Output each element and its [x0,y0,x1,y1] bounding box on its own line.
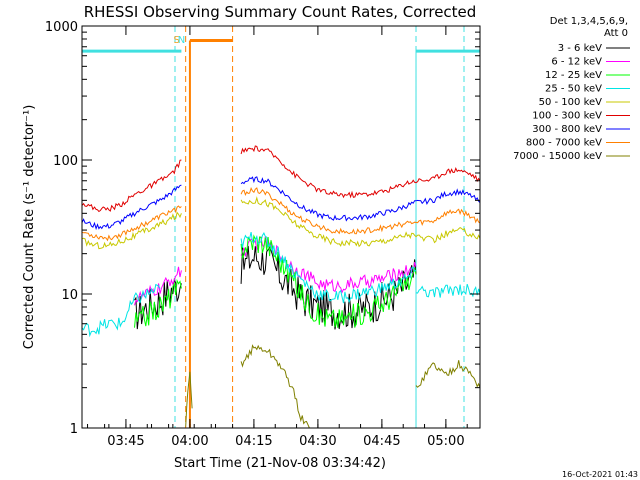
x-tick-label: 04:00 [171,434,208,449]
legend-header: Att 0 [604,28,628,39]
series-group [81,145,481,429]
series-line [134,277,182,330]
y-axis-label: Corrected Count Rate (s⁻¹ detector⁻¹) [22,105,37,350]
series-line [415,283,481,298]
x-tick-label: 05:00 [427,434,464,449]
x-axis-label: Start Time (21-Nov-08 03:34:42) [174,456,386,471]
series-line [240,176,481,222]
legend-label: 50 - 100 keV [539,97,603,108]
annotation-label: S [174,35,180,46]
series-line [240,344,310,429]
series-line [81,283,161,338]
y-tick-label: 10 [61,288,78,303]
x-tick-label: 04:45 [363,434,400,449]
series-line [134,278,182,328]
legend-label: 800 - 7000 keV [526,138,602,149]
legend-label: 3 - 6 keV [558,43,602,54]
legend-label: 6 - 12 keV [551,57,602,68]
x-tick-label: 04:15 [235,434,272,449]
legend: Det 1,3,4,5,6,9,Att 03 - 6 keV 6 - 12 keV… [513,16,630,162]
marker-lines: SN [82,26,480,428]
y-tick-label: 1 [70,422,78,437]
series-line [240,145,481,199]
y-tick-label: 100 [53,154,78,169]
series-line [81,184,182,231]
series-line [415,360,481,388]
series-line [240,196,481,248]
x-tick-label: 03:45 [107,434,144,449]
series-line [81,211,182,250]
annotation-label: N [178,35,185,46]
y-tick-label: 1000 [45,20,78,35]
series-line [240,231,417,304]
series-line [185,371,193,427]
plot-frame [81,25,481,429]
legend-label: 300 - 800 keV [532,124,602,135]
legend-label: 12 - 25 keV [545,70,602,81]
legend-label: 25 - 50 keV [545,84,602,95]
legend-label: 7000 - 15000 keV [513,151,602,162]
chart-title: RHESSI Observing Summary Count Rates, Co… [84,3,477,21]
legend-label: 100 - 300 keV [532,111,602,122]
x-tick-label: 04:30 [299,434,336,449]
series-line [81,159,182,213]
series-line [81,205,182,242]
axes: 03:45 04:00 04:15 04:30 04:45 05:00 1 10 100 1000 [45,20,481,449]
series-line [240,186,481,235]
legend-header: Det 1,3,4,5,6,9, [550,16,628,27]
series-line [240,234,417,329]
timestamp: 16-Oct-2021 01:43 [562,470,638,479]
